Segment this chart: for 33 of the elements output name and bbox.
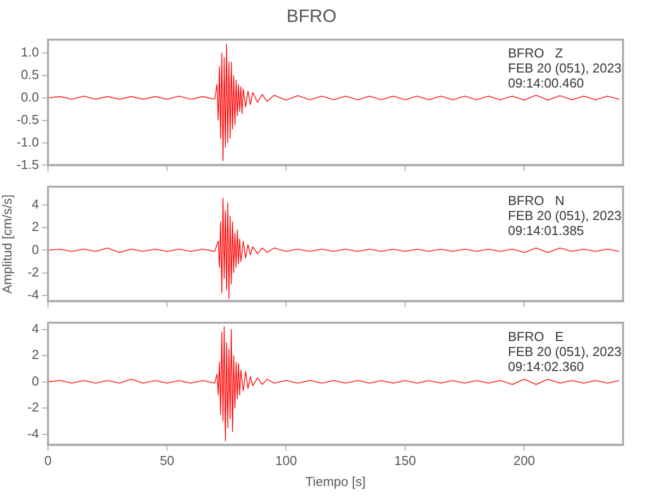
y-tick-label: -1.5	[16, 156, 39, 172]
annotation: FEB 20 (051), 2023	[508, 60, 622, 76]
annotation: BFRO N	[508, 192, 564, 208]
x-tick-label: 200	[513, 453, 536, 468]
y-tick-label: 0.0	[20, 89, 39, 104]
annotation: BFRO Z	[508, 46, 563, 61]
y-tick-label: 0.5	[20, 67, 39, 82]
y-tick-label: 4	[32, 196, 39, 212]
annotation: BFRO E	[508, 328, 564, 344]
chart-title: BFRO	[286, 6, 337, 26]
y-tick-label: 2	[32, 347, 39, 362]
y-tick-label: 0	[32, 242, 39, 257]
y-axis-title: Amplitud [cm/s/s]	[0, 194, 14, 294]
x-axis-title: Tiempo [s]	[305, 474, 366, 489]
y-tick-label: -0.5	[16, 112, 39, 127]
x-tick-label: 50	[160, 453, 174, 468]
y-tick-label: 1.0	[20, 44, 39, 60]
y-tick-label: 2	[32, 219, 39, 234]
y-tick-label: -4	[27, 287, 39, 302]
annotation: FEB 20 (051), 2023	[508, 208, 622, 223]
x-tick-label: 150	[394, 453, 416, 468]
y-tick-label: -1.0	[16, 134, 39, 150]
y-tick-label: 0	[32, 373, 39, 388]
y-tick-label: -2	[27, 264, 39, 280]
x-tick-label: 0	[44, 453, 52, 468]
annotation: 09:14:01.385	[508, 222, 584, 238]
annotation: 09:14:02.360	[508, 358, 584, 374]
y-tick-label: 4	[32, 320, 39, 336]
annotation: FEB 20 (051), 2023	[508, 344, 622, 359]
y-tick-label: -4	[27, 426, 39, 441]
annotation: 09:14:00.460	[508, 76, 584, 91]
y-tick-label: -2	[27, 400, 39, 415]
x-tick-label: 100	[275, 453, 297, 468]
